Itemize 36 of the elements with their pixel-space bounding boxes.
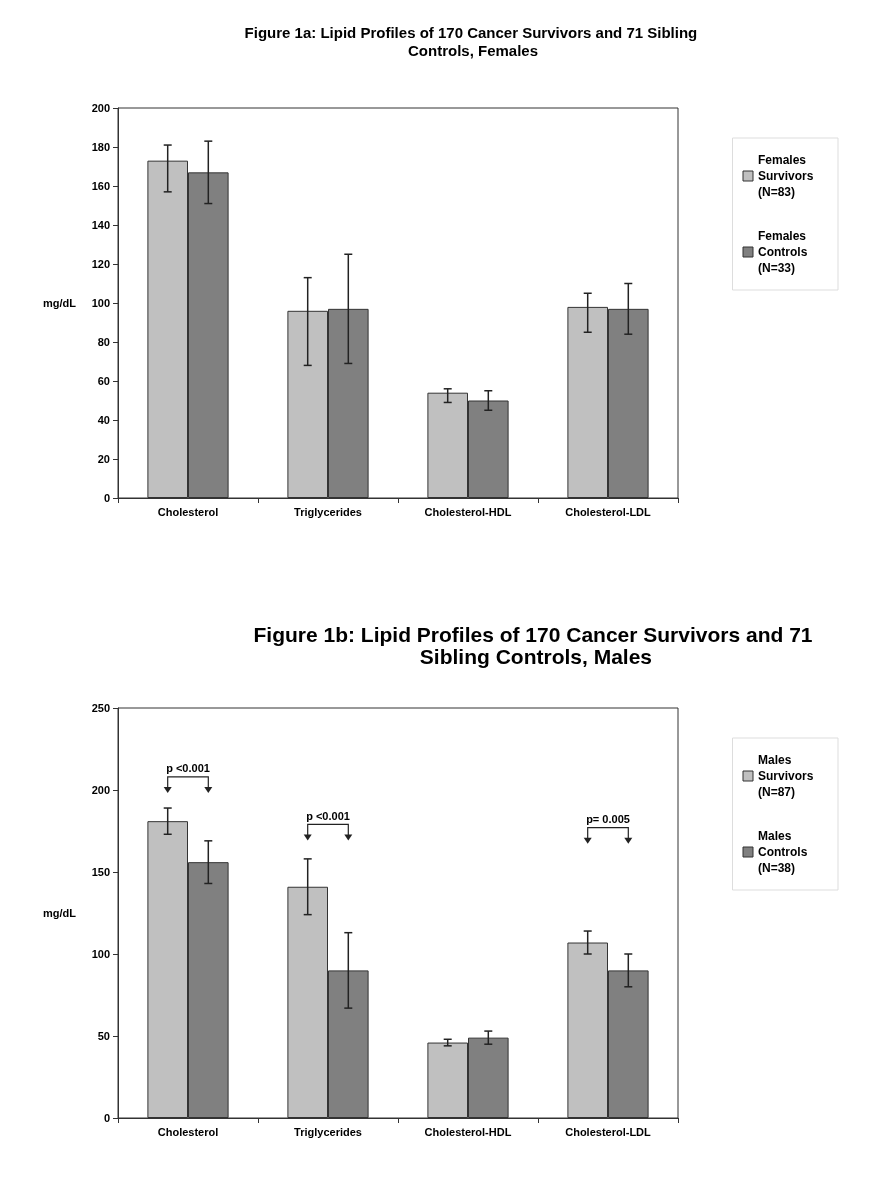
y-tick-label: 200 [91,102,110,114]
x-tick-label: Cholesterol [157,505,219,518]
y-tick-label: 120 [91,258,110,270]
y-tick-label: 150 [91,866,110,878]
y-tick-label: 40 [97,414,110,426]
y-tick-label: 0 [103,1112,110,1124]
y-tick-label: 160 [91,180,110,192]
x-tick-label: Triglycerides [294,505,362,518]
y-tick-label: 80 [97,336,110,348]
y-tick-label: 200 [91,784,110,796]
legend-label: Females Survivors (N=83) [758,153,817,199]
y-tick-label: 250 [91,702,110,714]
y-tick-label: 60 [97,375,110,387]
annotation: p= 0.005 [586,813,630,826]
y-tick-label: 50 [97,1030,110,1042]
x-tick-label: Cholesterol-LDL [565,505,652,518]
y-tick-label: 180 [91,141,110,153]
x-tick-label: Cholesterol-HDL [424,505,512,518]
legend-label: Males Controls (N=38) [758,829,811,875]
annotation: p <0.001 [306,809,350,822]
x-tick-label: Cholesterol-HDL [424,1125,512,1138]
y-axis-title: mg/dL [43,297,77,309]
y-tick-label: 20 [97,453,110,465]
y-axis-title: mg/dL [43,907,77,919]
chart-title: Figure 1a: Lipid Profiles of 170 Cancer Survivors and 71 Sibling Controls, Females [244,23,702,59]
y-tick-label: 140 [91,219,110,231]
annotation: p <0.001 [166,762,210,775]
y-tick-label: 100 [91,297,110,309]
legend-label: Males Survivors (N=87) [758,753,817,799]
chart-title: Figure 1b: Lipid Profiles of 170 Cancer Survivors and 71 Sibling Controls, Males [253,622,813,668]
x-tick-label: Cholesterol [157,1125,219,1138]
x-tick-label: Triglycerides [294,1125,362,1138]
y-tick-label: 0 [103,492,110,504]
y-tick-label: 100 [91,948,110,960]
x-tick-label: Cholesterol-LDL [565,1125,652,1138]
legend-label: Females Controls (N=33) [758,229,811,275]
